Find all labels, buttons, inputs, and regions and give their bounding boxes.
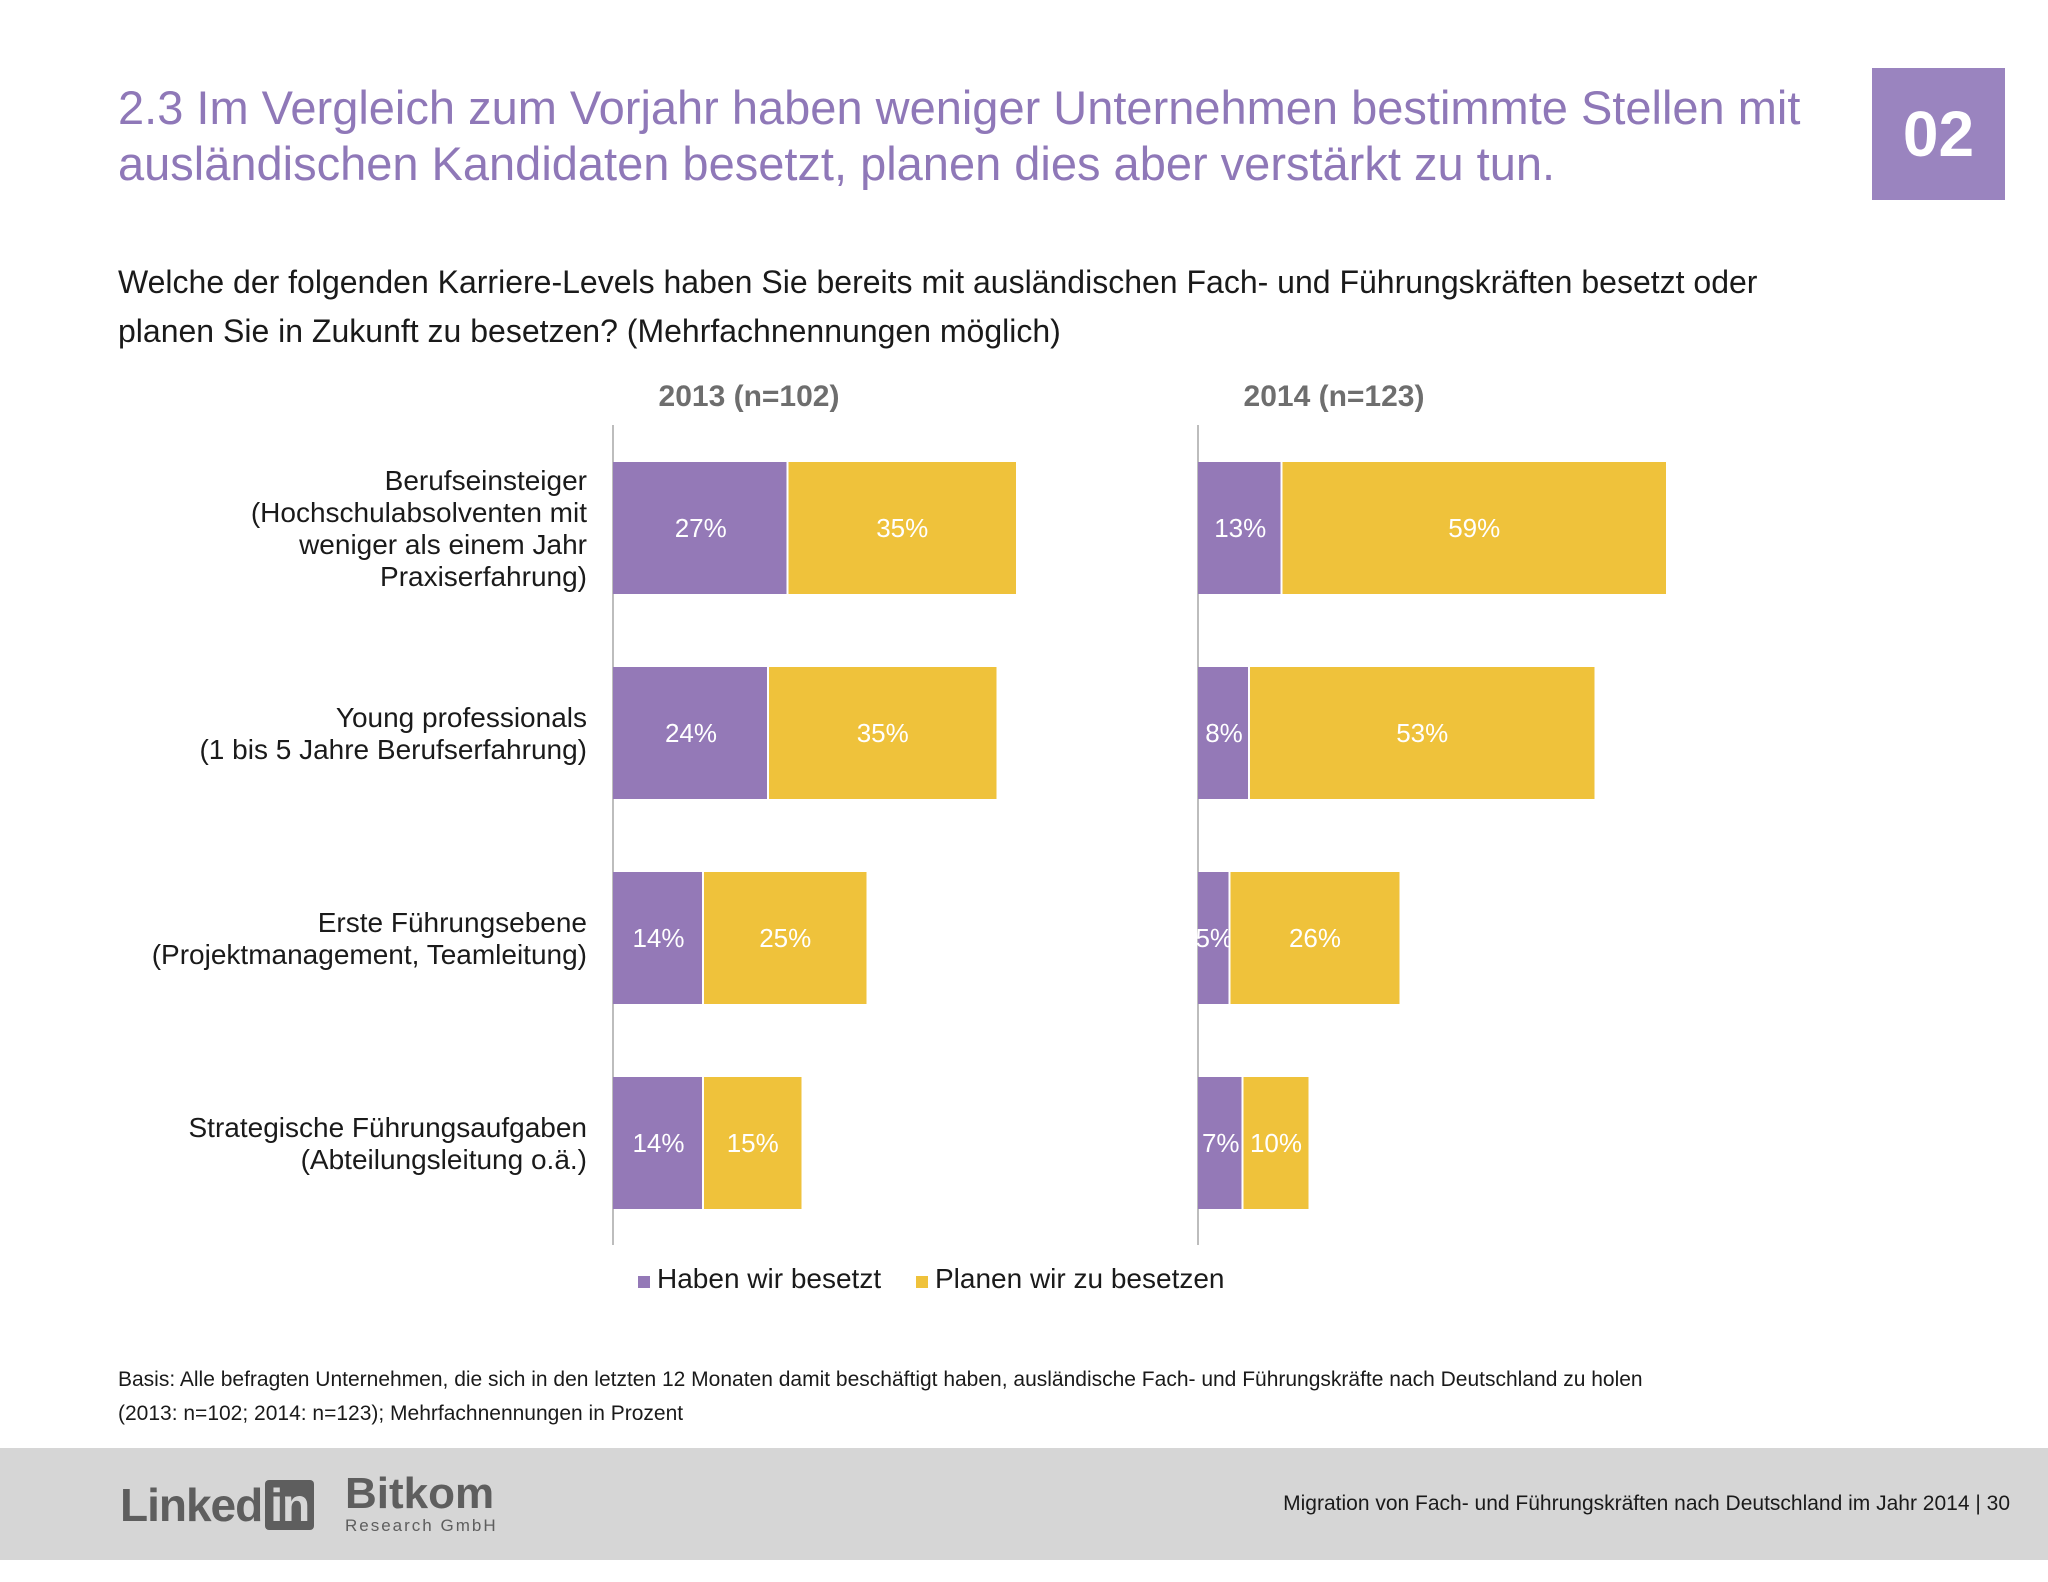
category-label-1-line-1: Berufseinsteiger bbox=[385, 465, 587, 496]
bitkom-logo-text: Bitkom bbox=[345, 1469, 495, 1518]
bar-p2-row1-s1 bbox=[1198, 462, 1281, 594]
basis-note-line-2: (2013: n=102; 2014: n=123); Mehrfachnenn… bbox=[118, 1402, 684, 1425]
survey-question-line-1: Welche der folgenden Karriere-Levels hab… bbox=[118, 264, 1758, 300]
linkedin-logo-box: in bbox=[265, 1480, 315, 1530]
bar-p1-row1-s1 bbox=[613, 462, 787, 594]
value-label-p1-row4-s2: 15% bbox=[727, 1128, 779, 1158]
category-label-3-line-1: Erste Führungsebene bbox=[318, 907, 587, 938]
bitkom-logo: Bitkom Research GmbH bbox=[345, 1472, 498, 1536]
footer-band bbox=[0, 1448, 2048, 1560]
value-label-p2-row3-s2: 26% bbox=[1289, 923, 1341, 953]
legend-swatch-2 bbox=[916, 1276, 928, 1288]
linkedin-logo: Linked in bbox=[120, 1479, 315, 1531]
value-label-p2-row2-s2: 53% bbox=[1396, 718, 1448, 748]
bar-p2-row2-s2 bbox=[1250, 667, 1595, 799]
value-label-p2-row2-s1: 8% bbox=[1205, 718, 1243, 748]
value-label-p2-row1-s1: 13% bbox=[1214, 513, 1266, 543]
category-label-1-line-2: (Hochschulabsolventen mit bbox=[251, 497, 587, 528]
value-label-p2-row4-s2: 10% bbox=[1250, 1128, 1302, 1158]
bar-p1-row3-s2 bbox=[704, 872, 867, 1004]
footer-text: Migration von Fach- und Führungskräften … bbox=[1283, 1492, 2010, 1515]
category-label-4-line-2: (Abteilungsleitung o.ä.) bbox=[301, 1144, 587, 1175]
value-label-p1-row2-s2: 35% bbox=[857, 718, 909, 748]
category-label-2-line-1: Young professionals bbox=[336, 702, 587, 733]
bar-p2-row3-s2 bbox=[1230, 872, 1400, 1004]
bar-p1-row2-s2 bbox=[769, 667, 997, 799]
bar-p1-row2-s1 bbox=[613, 667, 767, 799]
category-label-3-line-2: (Projektmanagement, Teamleitung) bbox=[152, 939, 587, 970]
linkedin-logo-text: Linked bbox=[120, 1479, 263, 1531]
stacked-bar-chart: Berufseinsteiger(Hochschulabsolventen mi… bbox=[152, 380, 1666, 1294]
category-label-4-line-1: Strategische Führungsaufgaben bbox=[189, 1112, 588, 1143]
panel-title-1: 2013 (n=102) bbox=[659, 380, 840, 413]
bar-p2-row2-s1 bbox=[1198, 667, 1248, 799]
legend-label-1: Haben wir besetzt bbox=[657, 1263, 881, 1294]
legend-swatch-1 bbox=[638, 1276, 650, 1288]
category-label-1-line-4: Praxiserfahrung) bbox=[380, 561, 587, 592]
bar-p1-row1-s2 bbox=[788, 462, 1016, 594]
page-title: 2.3 Im Vergleich zum Vorjahr haben wenig… bbox=[118, 80, 1818, 192]
bar-p2-row4-s1 bbox=[1198, 1077, 1242, 1209]
survey-question-line-2: planen Sie in Zukunft zu besetzen? (Mehr… bbox=[118, 313, 1061, 349]
basis-note-line-1: Basis: Alle befragten Unternehmen, die s… bbox=[118, 1368, 1643, 1391]
value-label-p1-row1-s1: 27% bbox=[675, 513, 727, 543]
chapter-badge: 02 bbox=[1872, 68, 2005, 200]
bitkom-logo-subtitle: Research GmbH bbox=[345, 1516, 498, 1535]
value-label-p1-row3-s1: 14% bbox=[632, 923, 684, 953]
category-label-1-line-3: weniger als einem Jahr bbox=[298, 529, 587, 560]
survey-question: Welche der folgenden Karriere-Levels hab… bbox=[118, 258, 1918, 356]
value-label-p1-row3-s2: 25% bbox=[759, 923, 811, 953]
value-label-p1-row1-s2: 35% bbox=[876, 513, 928, 543]
bar-p2-row3-s1 bbox=[1198, 872, 1229, 1004]
value-label-p1-row4-s1: 14% bbox=[632, 1128, 684, 1158]
bar-p1-row4-s1 bbox=[613, 1077, 702, 1209]
category-label-2-line-2: (1 bis 5 Jahre Berufserfahrung) bbox=[199, 734, 587, 765]
bar-p2-row1-s2 bbox=[1282, 462, 1666, 594]
bar-p1-row3-s1 bbox=[613, 872, 702, 1004]
value-label-p2-row4-s1: 7% bbox=[1202, 1128, 1240, 1158]
bar-p1-row4-s2 bbox=[704, 1077, 802, 1209]
bar-p2-row4-s2 bbox=[1243, 1077, 1309, 1209]
page-title-line-2: ausländischen Kandidaten besetzt, planen… bbox=[118, 137, 1556, 190]
value-label-p2-row3-s1: 5% bbox=[1195, 923, 1233, 953]
basis-note: Basis: Alle befragten Unternehmen, die s… bbox=[118, 1363, 1968, 1431]
panel-title-2: 2014 (n=123) bbox=[1244, 380, 1425, 413]
legend-label-2: Planen wir zu besetzen bbox=[935, 1263, 1225, 1294]
value-label-p1-row2-s1: 24% bbox=[665, 718, 717, 748]
value-label-p2-row1-s2: 59% bbox=[1448, 513, 1500, 543]
page-title-line-1: 2.3 Im Vergleich zum Vorjahr haben wenig… bbox=[118, 81, 1801, 134]
